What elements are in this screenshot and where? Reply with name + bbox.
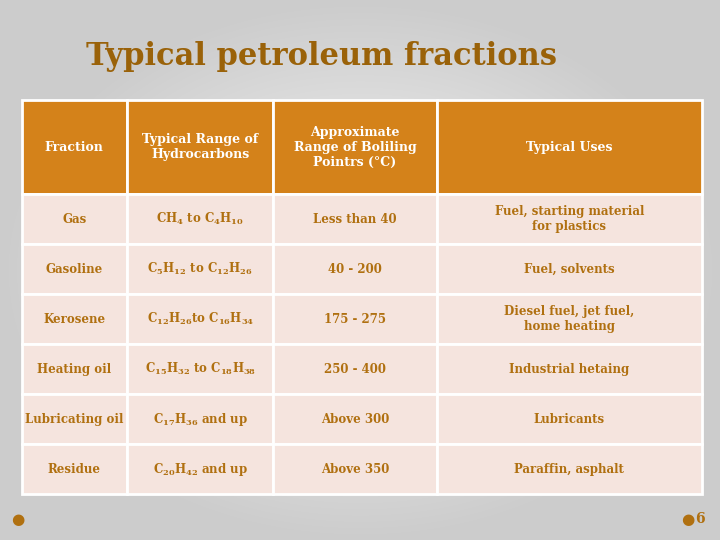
Text: 175 - 275: 175 - 275 <box>324 313 386 326</box>
Text: ●: ● <box>681 512 694 527</box>
Bar <box>127 100 274 194</box>
Bar <box>274 194 436 245</box>
Bar <box>274 294 436 345</box>
Text: Lubricating oil: Lubricating oil <box>25 413 124 426</box>
Bar <box>274 394 436 444</box>
Bar <box>436 345 702 394</box>
Text: 250 - 400: 250 - 400 <box>324 363 386 376</box>
Bar <box>274 245 436 294</box>
Text: Diesel fuel, jet fuel,
home heating: Diesel fuel, jet fuel, home heating <box>504 305 634 333</box>
Bar <box>22 345 127 394</box>
Bar <box>436 444 702 494</box>
Text: Fuel, starting material
for plastics: Fuel, starting material for plastics <box>495 205 644 233</box>
Text: $\mathregular{C_{15}H_{32}}$ to $\mathregular{C_{18}H_{38}}$: $\mathregular{C_{15}H_{32}}$ to $\mathre… <box>145 361 256 377</box>
Bar <box>274 444 436 494</box>
Bar <box>22 245 127 294</box>
Text: 40 - 200: 40 - 200 <box>328 263 382 276</box>
Text: Residue: Residue <box>48 463 101 476</box>
Bar <box>127 345 274 394</box>
Bar <box>22 444 127 494</box>
Text: Gasoline: Gasoline <box>45 263 103 276</box>
Text: Industrial hetaing: Industrial hetaing <box>509 363 629 376</box>
Text: Gas: Gas <box>62 213 86 226</box>
Bar <box>127 245 274 294</box>
Bar <box>127 294 274 345</box>
Text: $\mathregular{C_{20}H_{42}}$ and up: $\mathregular{C_{20}H_{42}}$ and up <box>153 461 248 477</box>
Text: $\mathregular{CH_4}$ to $\mathregular{C_4H_{10}}$: $\mathregular{CH_4}$ to $\mathregular{C_… <box>156 211 244 227</box>
Text: Fuel, solvents: Fuel, solvents <box>524 263 615 276</box>
Text: $\mathregular{C_{17}H_{36}}$ and up: $\mathregular{C_{17}H_{36}}$ and up <box>153 411 248 428</box>
Text: Heating oil: Heating oil <box>37 363 112 376</box>
Bar <box>436 100 702 194</box>
Text: Typical Uses: Typical Uses <box>526 140 613 154</box>
Text: Typical Range of
Hydrocarbons: Typical Range of Hydrocarbons <box>142 133 258 161</box>
Text: ●: ● <box>12 512 24 527</box>
Bar <box>436 194 702 245</box>
Text: Typical petroleum fractions: Typical petroleum fractions <box>86 41 557 72</box>
Bar <box>127 444 274 494</box>
Text: Above 350: Above 350 <box>321 463 390 476</box>
Text: Less than 40: Less than 40 <box>313 213 397 226</box>
Bar <box>22 394 127 444</box>
Bar <box>22 194 127 245</box>
Text: Fraction: Fraction <box>45 140 104 154</box>
Bar <box>127 394 274 444</box>
Bar <box>22 100 127 194</box>
Text: Kerosene: Kerosene <box>43 313 105 326</box>
Text: Lubricants: Lubricants <box>534 413 605 426</box>
Bar <box>274 100 436 194</box>
Bar <box>274 345 436 394</box>
Text: Approximate
Range of Boliling
Pointrs (°C): Approximate Range of Boliling Pointrs (°… <box>294 126 416 168</box>
Text: $\mathregular{C_{12}H_{26}}$to $\mathregular{C_{16}H_{34}}$: $\mathregular{C_{12}H_{26}}$to $\mathreg… <box>147 311 254 327</box>
Text: Above 300: Above 300 <box>321 413 390 426</box>
Bar <box>127 194 274 245</box>
Text: $\mathregular{C_5H_{12}}$ to $\mathregular{C_{12}H_{26}}$: $\mathregular{C_5H_{12}}$ to $\mathregul… <box>148 261 253 278</box>
Bar <box>22 294 127 345</box>
Text: Paraffin, asphalt: Paraffin, asphalt <box>514 463 624 476</box>
Text: 6: 6 <box>695 512 705 526</box>
Bar <box>436 394 702 444</box>
Bar <box>436 245 702 294</box>
Bar <box>436 294 702 345</box>
